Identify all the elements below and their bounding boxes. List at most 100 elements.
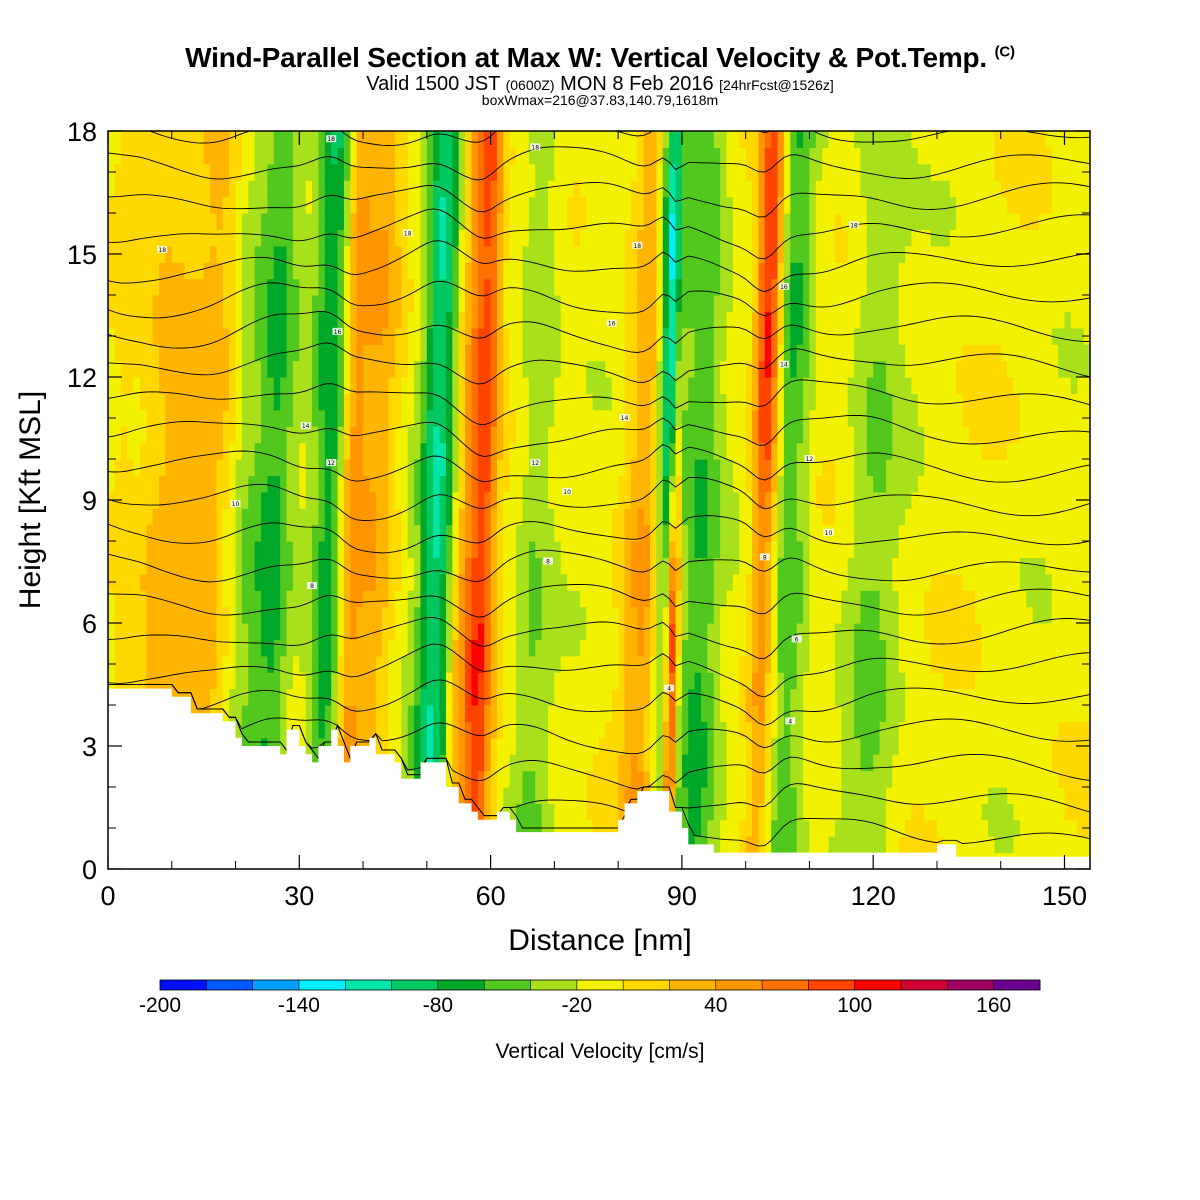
- velocity-cell: [528, 508, 536, 526]
- velocity-cell: [127, 442, 135, 460]
- velocity-cell: [739, 524, 747, 542]
- velocity-cell: [516, 360, 524, 378]
- velocity-cell: [229, 295, 237, 312]
- velocity-cell: [114, 377, 122, 394]
- velocity-cell: [681, 442, 689, 460]
- velocity-cell: [516, 442, 524, 460]
- velocity-cell: [707, 639, 715, 657]
- velocity-cell: [331, 229, 339, 247]
- velocity-cell: [190, 672, 198, 690]
- velocity-cell: [356, 655, 364, 673]
- velocity-cell: [114, 573, 122, 591]
- velocity-cell: [127, 377, 135, 394]
- velocity-cell: [477, 590, 485, 608]
- velocity-cell: [178, 377, 186, 394]
- velocity-cell: [331, 393, 339, 411]
- velocity-cell: [739, 311, 747, 329]
- velocity-cell: [465, 393, 473, 411]
- velocity-cell: [299, 377, 307, 394]
- velocity-cell: [745, 213, 753, 230]
- velocity-cell: [707, 229, 715, 247]
- velocity-cell: [637, 770, 645, 788]
- velocity-cell: [694, 180, 702, 198]
- velocity-cell: [146, 655, 154, 673]
- velocity-cell: [312, 524, 320, 542]
- velocity-cell: [694, 377, 702, 394]
- velocity-cell: [809, 590, 817, 608]
- velocity-cell: [560, 278, 568, 296]
- velocity-cell: [356, 311, 364, 329]
- velocity-cell: [509, 524, 517, 542]
- velocity-cell: [732, 819, 740, 837]
- velocity-cell: [790, 459, 798, 476]
- velocity-cell: [312, 131, 320, 148]
- velocity-cell: [445, 344, 453, 362]
- velocity-cell: [343, 737, 351, 755]
- velocity-cell: [713, 442, 721, 460]
- velocity-cell: [139, 180, 147, 198]
- velocity-cell: [783, 819, 791, 837]
- velocity-cell: [567, 475, 575, 493]
- velocity-cell: [611, 508, 619, 526]
- velocity-cell: [331, 655, 339, 673]
- velocity-cell: [713, 295, 721, 312]
- velocity-cell: [299, 573, 307, 591]
- velocity-cell: [178, 573, 186, 591]
- velocity-cell: [809, 737, 817, 755]
- velocity-cell: [732, 737, 740, 755]
- velocity-cell: [382, 245, 390, 263]
- velocity-cell: [471, 721, 479, 739]
- velocity-cell: [445, 557, 453, 575]
- velocity-cell: [394, 213, 402, 230]
- velocity-cell: [152, 377, 160, 394]
- velocity-cell: [547, 327, 555, 345]
- velocity-cell: [286, 327, 294, 345]
- velocity-cell: [567, 229, 575, 247]
- velocity-cell: [146, 491, 154, 509]
- velocity-cell: [522, 639, 530, 657]
- velocity-cell: [146, 377, 154, 394]
- velocity-cell: [573, 705, 581, 722]
- velocity-cell: [350, 311, 358, 329]
- velocity-cell: [312, 262, 320, 280]
- velocity-cell: [146, 147, 154, 165]
- velocity-cell: [656, 377, 664, 394]
- velocity-cell: [261, 639, 269, 657]
- velocity-cell: [471, 557, 479, 575]
- velocity-cell: [426, 491, 434, 509]
- velocity-cell: [235, 245, 243, 263]
- velocity-cell: [458, 787, 466, 804]
- velocity-cell: [363, 459, 371, 476]
- velocity-cell: [363, 295, 371, 312]
- velocity-cell: [637, 311, 645, 329]
- velocity-cell: [222, 688, 230, 706]
- velocity-cell: [471, 180, 479, 198]
- velocity-cell: [369, 688, 377, 706]
- velocity-cell: [471, 393, 479, 411]
- velocity-cell: [656, 163, 664, 181]
- velocity-cell: [222, 377, 230, 394]
- velocity-cell: [420, 557, 428, 575]
- velocity-cell: [707, 426, 715, 444]
- velocity-cell: [133, 524, 141, 542]
- velocity-cell: [618, 360, 626, 378]
- velocity-cell: [764, 705, 772, 722]
- velocity-cell: [203, 426, 211, 444]
- velocity-cell: [624, 344, 632, 362]
- velocity-cell: [732, 557, 740, 575]
- velocity-cell: [701, 311, 709, 329]
- velocity-cell: [241, 655, 249, 673]
- velocity-cell: [624, 787, 632, 804]
- velocity-cell: [809, 393, 817, 411]
- velocity-cell: [681, 754, 689, 772]
- velocity-cell: [560, 180, 568, 198]
- velocity-cell: [477, 573, 485, 591]
- velocity-cell: [401, 180, 409, 198]
- velocity-cell: [331, 688, 339, 706]
- velocity-cell: [324, 606, 332, 624]
- velocity-cell: [528, 803, 536, 821]
- velocity-cell: [739, 147, 747, 165]
- velocity-cell: [216, 344, 224, 362]
- velocity-cell: [414, 311, 422, 329]
- velocity-cell: [541, 442, 549, 460]
